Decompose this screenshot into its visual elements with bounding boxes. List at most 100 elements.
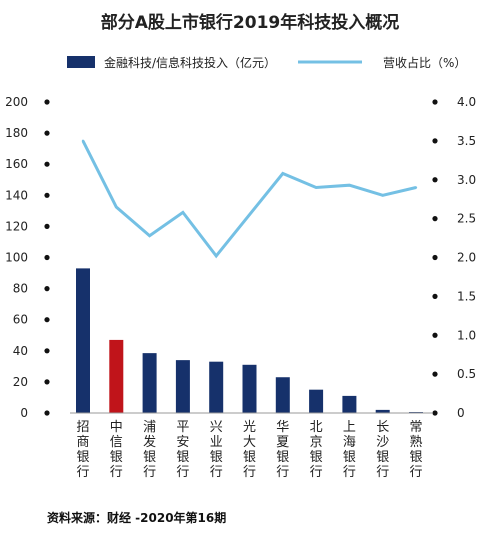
right-tick-label: 2.0 [457,251,476,265]
category-char: 北 [310,420,323,435]
category-char: 业 [210,435,223,450]
bar-9 [342,395,357,413]
category-char: 行 [310,465,323,480]
category-char: 银 [343,450,356,465]
category-char: 长 [376,420,389,435]
right-tick-dot [432,371,438,377]
revenue-share-line [81,140,417,259]
left-tick-label: 20 [13,375,28,389]
left-tick-dot [44,286,50,292]
category-char: 信 [110,435,123,450]
right-tick-dot [432,138,438,144]
category-char: 银 [310,450,323,465]
category-labels: 招商银行中信银行浦发银行平安银行兴业银行光大银行华夏银行北京银行上海银行长沙银行… [76,420,422,480]
line-point-6 [248,213,251,216]
category-char: 银 [243,450,256,465]
left-tick-label: 100 [5,251,28,265]
source-note: 资料来源：财经 -2020年第16期 [47,510,226,525]
bar-3 [142,353,157,413]
category-char: 行 [343,465,356,480]
left-tick-label: 180 [5,126,28,140]
category-char: 行 [176,465,189,480]
category-char: 招 [76,420,89,435]
category-label: 平安银行 [176,420,189,480]
left-tick-label: 60 [13,313,28,327]
left-tick-label: 140 [5,188,28,202]
line-point-5 [215,254,218,258]
category-char: 银 [110,450,123,465]
left-tick-dot [44,192,50,198]
left-tick-dot [44,254,50,261]
category-char: 行 [76,465,89,480]
bar-4 [175,360,190,413]
line-point-10 [381,194,384,197]
line-point-8 [314,186,318,189]
right-tick-label: 3.0 [457,173,476,187]
legend-label-line: 营收占比（%） [383,55,466,70]
right-tick-dot [432,216,438,222]
category-label: 浦发银行 [143,420,156,480]
right-tick-label: 1.5 [457,289,476,303]
legend-label-bar: 金融科技/信息科技投入（亿元） [104,55,276,70]
right-tick-dot [432,332,438,338]
bar-5 [209,361,224,413]
category-label: 光大银行 [243,420,256,480]
category-label: 上海银行 [343,420,356,480]
line-point-1 [81,139,85,143]
category-char: 银 [376,450,389,465]
category-char: 光 [243,420,256,435]
category-char: 沙 [376,435,389,450]
category-char: 中 [110,420,123,435]
bar-10 [375,409,390,413]
category-char: 夏 [276,435,289,450]
line-point-11 [414,186,418,189]
right-tick-dot [432,177,438,183]
category-char: 大 [243,435,256,450]
category-char: 行 [376,465,389,480]
category-label: 常熟银行 [409,420,422,480]
category-char: 兴 [210,420,223,435]
category-char: 上 [343,420,356,435]
category-char: 发 [143,434,156,450]
category-char: 海 [343,435,356,450]
line-point-3 [148,234,151,237]
category-char: 行 [210,465,223,480]
category-char: 华 [276,420,289,435]
bar-1 [76,268,90,413]
right-tick-label: 3.5 [457,134,476,148]
category-char: 行 [143,465,156,480]
left-tick-label: 120 [5,219,28,233]
category-label: 长沙银行 [376,420,389,480]
category-char: 熟 [409,434,422,450]
category-char: 银 [276,450,289,465]
category-char: 银 [210,450,223,465]
legend-swatch-bar [67,56,95,68]
category-char: 安 [176,435,189,450]
category-char: 行 [276,465,289,480]
right-tick-label: 4.0 [457,95,476,109]
right-tick-dot [432,293,438,299]
right-tick-label: 1.0 [457,328,476,342]
line-point-9 [348,183,351,187]
category-char: 银 [143,450,156,465]
left-tick-dot [44,410,50,416]
category-label: 中信银行 [110,420,123,480]
line-point-4 [181,211,185,214]
right-tick-dot [432,410,438,416]
left-tick-label: 160 [5,157,28,171]
right-axis: 0 0.5 1.0 1.5 2.0 2.5 3.0 3.5 4.0 [432,95,476,420]
category-char: 行 [243,465,256,480]
left-tick-label: 40 [13,344,28,358]
line-point-7 [281,172,284,175]
bar-6 [242,364,257,413]
category-label: 兴业银行 [210,420,223,480]
chart-title: 部分A股上市银行2019年科技投入概况 [101,12,399,33]
right-tick-label: 2.5 [457,212,476,226]
line-series [81,139,418,259]
category-label: 华夏银行 [276,420,289,480]
left-tick-label: 80 [13,282,28,296]
category-char: 行 [409,465,422,480]
line-point-2 [115,205,118,209]
bar-2 [109,339,124,413]
